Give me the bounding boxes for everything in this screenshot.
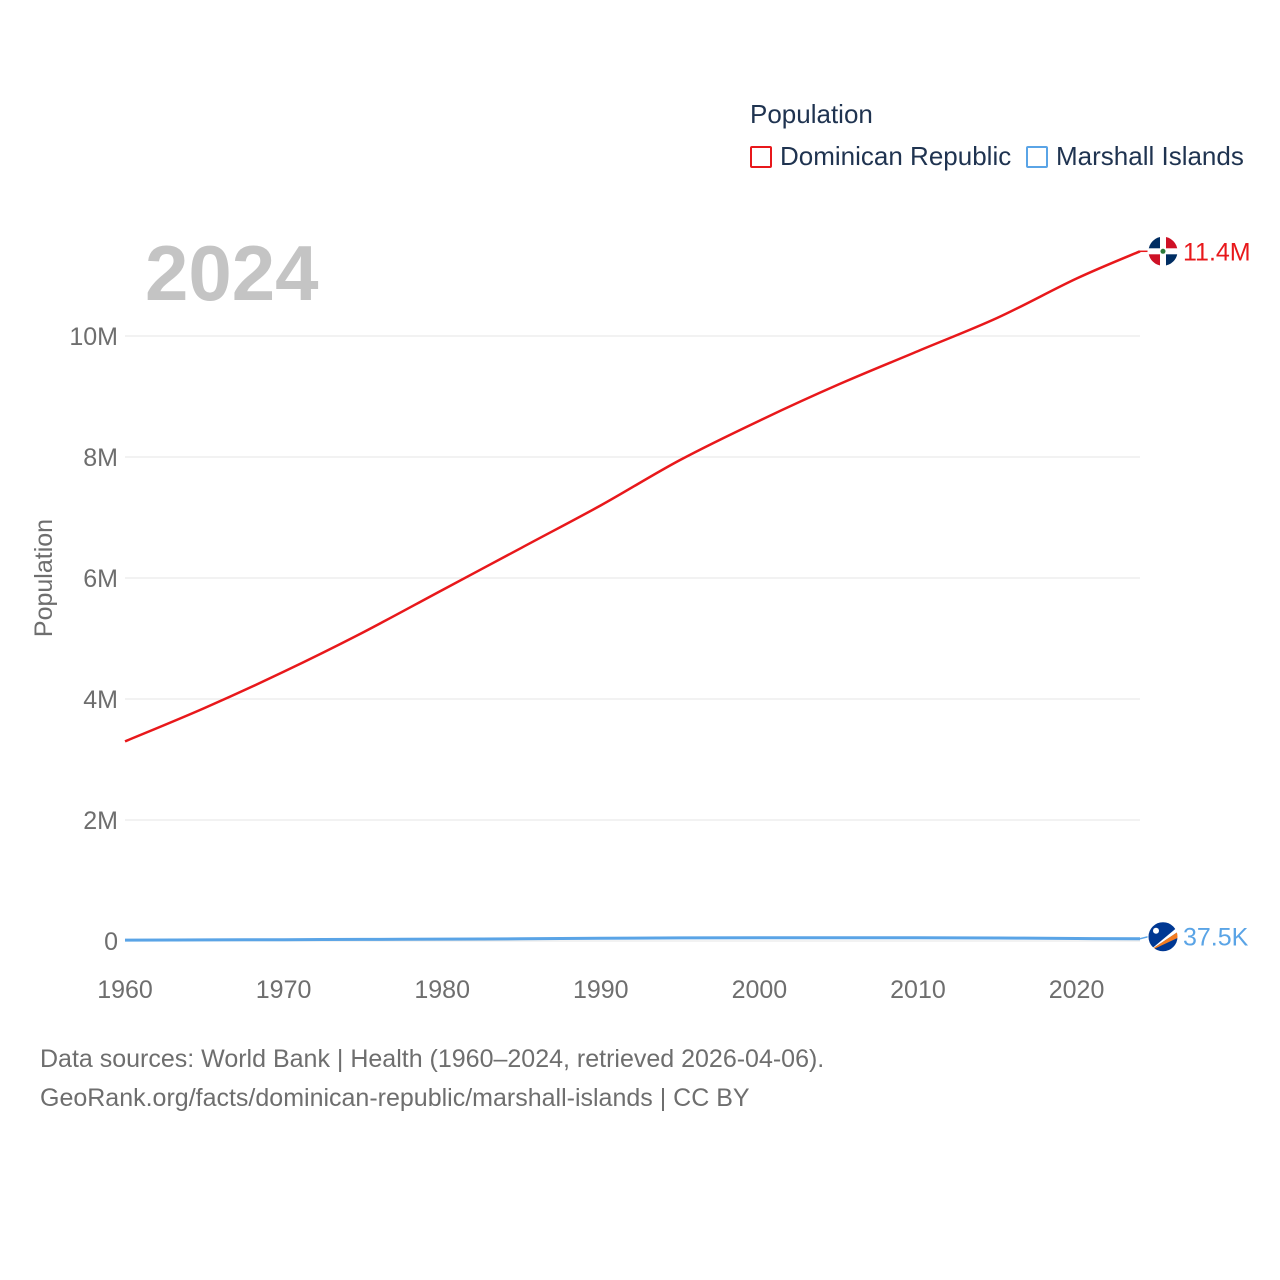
y-tick-label: 4M xyxy=(83,686,118,714)
x-axis-ticks: 1960 1970 1980 1990 2000 2010 2020 xyxy=(97,976,1104,1004)
legend-label-dominican-republic: Dominican Republic xyxy=(780,141,1012,171)
y-tick-label: 0 xyxy=(104,928,118,956)
legend-swatch-dominican-republic xyxy=(750,145,772,168)
end-connector-marshall-islands xyxy=(1139,936,1149,940)
legend-item-marshall-islands[interactable]: Marshall Islands xyxy=(1026,141,1244,172)
legend-item-dominican-republic[interactable]: Dominican Republic xyxy=(750,141,1011,172)
end-label-marshall-islands: 37.5K xyxy=(1183,924,1249,952)
x-tick-label: 1990 xyxy=(573,976,629,1004)
legend-swatch-marshall-islands xyxy=(1026,145,1048,168)
y-tick-label: 2M xyxy=(83,807,118,835)
y-tick-label: 10M xyxy=(69,323,118,351)
series-lines xyxy=(124,250,1141,942)
source-line-2[interactable]: GeoRank.org/facts/dominican-republic/mar… xyxy=(40,1084,750,1112)
year-display: 2024 xyxy=(145,229,319,317)
y-tick-label: 6M xyxy=(83,565,118,593)
x-tick-label: 2000 xyxy=(732,976,788,1004)
legend-label-marshall-islands: Marshall Islands xyxy=(1056,141,1244,171)
series-line-marshall-islands[interactable] xyxy=(124,936,1141,942)
x-tick-label: 2020 xyxy=(1049,976,1105,1004)
end-label-dominican-republic: 11.4M xyxy=(1183,238,1251,266)
grid-lines xyxy=(125,335,1140,942)
flag-ring xyxy=(1147,921,1179,953)
series-end-markers: 11.4M 37.5K xyxy=(1139,235,1251,953)
x-tick-label: 1980 xyxy=(414,976,470,1004)
marshall-islands-flag-icon xyxy=(1147,921,1179,953)
y-axis-label: Population xyxy=(30,519,58,637)
series-line-dominican-republic[interactable] xyxy=(124,250,1141,743)
y-axis-ticks: 0 2M 4M 6M 8M 10M xyxy=(69,323,118,956)
x-tick-label: 1970 xyxy=(256,976,312,1004)
x-tick-label: 2010 xyxy=(890,976,946,1004)
x-tick-label: 1960 xyxy=(97,976,153,1004)
flag-ring xyxy=(1147,235,1179,267)
dominican-republic-flag-icon xyxy=(1147,235,1179,267)
y-tick-label: 8M xyxy=(83,444,118,472)
source-line-1: Data sources: World Bank | Health (1960–… xyxy=(40,1045,825,1073)
legend-title: Population xyxy=(750,99,873,129)
